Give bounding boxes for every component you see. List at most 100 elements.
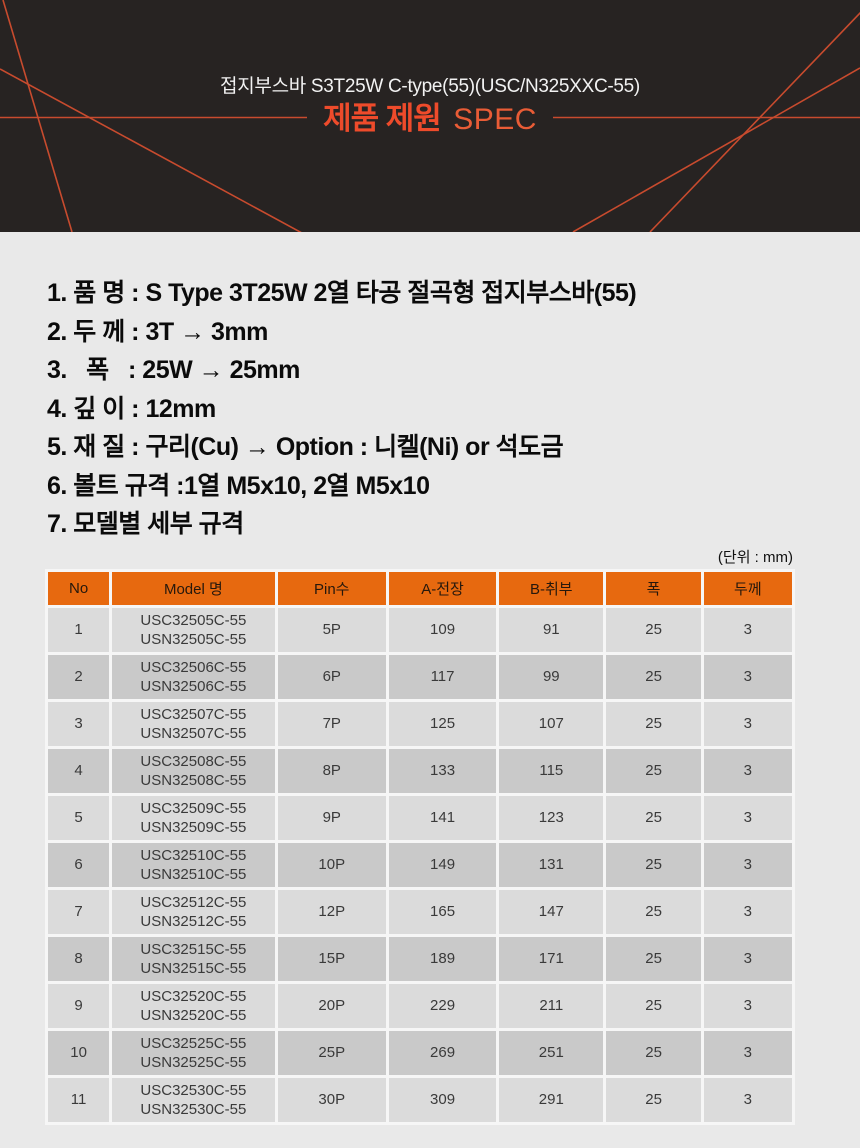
model-line-2: USN32525C-55: [140, 1053, 247, 1071]
section-title: 제품 제원 SPEC: [0, 99, 860, 145]
model-line-1: USC32510C-55: [140, 846, 247, 864]
cell-b: 99: [499, 654, 604, 699]
spec-item-bolt: 6. 볼트 규격 :1열 M5x10, 2열 M5x10: [47, 471, 430, 500]
cell-t: 3: [703, 936, 792, 981]
cell-t: 3: [703, 889, 792, 934]
cell-t: 3: [703, 748, 792, 793]
table-header-row: No Model 명 Pin수 A-전장 B-취부 폭 두께: [48, 571, 792, 605]
table-body: 1 USC32505C-55 USN32505C-55 5P 109 91 25…: [48, 607, 792, 1122]
col-header-pin: Pin수: [277, 571, 386, 605]
cell-b: 115: [499, 748, 604, 793]
product-title: 접지부스바 S3T25W C-type(55)(USC/N325XXC-55): [220, 76, 640, 97]
table-head: No Model 명 Pin수 A-전장 B-취부 폭 두께: [48, 571, 792, 605]
table-row: 11 USC32530C-55 USN32530C-55 30P 309 291…: [48, 1077, 792, 1122]
cell-pin: 20P: [277, 983, 386, 1028]
cell-no: 4: [48, 748, 110, 793]
col-header-t: 두께: [703, 571, 792, 605]
cell-a: 229: [388, 983, 497, 1028]
model-line-1: USC32530C-55: [140, 1081, 247, 1099]
section-title-inner: 제품 제원 SPEC: [307, 99, 553, 145]
section-title-korean: 제품 제원: [323, 101, 442, 136]
cell-pin: 7P: [277, 701, 386, 746]
spec-item-thickness: 2. 두 께 : 3T → 3mm: [47, 317, 268, 346]
model-line-1: USC32508C-55: [140, 752, 247, 770]
cell-pin: 12P: [277, 889, 386, 934]
hero-content: 접지부스바 S3T25W C-type(55)(USC/N325XXC-55) …: [0, 76, 860, 145]
cell-a: 117: [388, 654, 497, 699]
model-line-2: USN32515C-55: [140, 959, 247, 977]
cell-no: 9: [48, 983, 110, 1028]
cell-pin: 8P: [277, 748, 386, 793]
cell-w: 25: [606, 607, 701, 652]
table-row: 4 USC32508C-55 USN32508C-55 8P 133 115 2…: [48, 748, 792, 793]
model-line-2: USN32505C-55: [140, 630, 247, 648]
cell-a: 165: [388, 889, 497, 934]
cell-b: 131: [499, 842, 604, 887]
cell-t: 3: [703, 607, 792, 652]
model-line-1: USC32505C-55: [140, 611, 247, 629]
model-line-1: USC32507C-55: [140, 705, 247, 723]
cell-b: 171: [499, 936, 604, 981]
cell-pin: 9P: [277, 795, 386, 840]
cell-w: 25: [606, 748, 701, 793]
cell-model: USC32505C-55 USN32505C-55: [112, 607, 275, 652]
cell-pin: 6P: [277, 654, 386, 699]
cell-t: 3: [703, 701, 792, 746]
cell-t: 3: [703, 842, 792, 887]
cell-model: USC32515C-55 USN32515C-55: [112, 936, 275, 981]
cell-pin: 10P: [277, 842, 386, 887]
cell-b: 211: [499, 983, 604, 1028]
cell-a: 309: [388, 1077, 497, 1122]
cell-no: 11: [48, 1077, 110, 1122]
cell-w: 25: [606, 1077, 701, 1122]
col-header-model: Model 명: [112, 571, 275, 605]
model-line-1: USC32509C-55: [140, 799, 247, 817]
model-line-2: USN32508C-55: [140, 771, 247, 789]
cell-t: 3: [703, 795, 792, 840]
cell-model: USC32520C-55 USN32520C-55: [112, 983, 275, 1028]
cell-t: 3: [703, 1030, 792, 1075]
cell-no: 8: [48, 936, 110, 981]
model-line-2: USN32509C-55: [140, 818, 247, 836]
cell-w: 25: [606, 701, 701, 746]
cell-a: 189: [388, 936, 497, 981]
cell-b: 291: [499, 1077, 604, 1122]
table-row: 3 USC32507C-55 USN32507C-55 7P 125 107 2…: [48, 701, 792, 746]
cell-model: USC32525C-55 USN32525C-55: [112, 1030, 275, 1075]
unit-label: (단위 : mm): [717, 548, 793, 566]
col-header-no: No: [48, 571, 110, 605]
model-line-1: USC32506C-55: [140, 658, 247, 676]
model-line-2: USN32512C-55: [140, 912, 247, 930]
spec-item-name: 1. 품 명 : S Type 3T25W 2열 타공 절곡형 접지부스바(55…: [47, 279, 637, 307]
cell-model: USC32508C-55 USN32508C-55: [112, 748, 275, 793]
cell-pin: 5P: [277, 607, 386, 652]
table-row: 6 USC32510C-55 USN32510C-55 10P 149 131 …: [48, 842, 792, 887]
cell-model: USC32509C-55 USN32509C-55: [112, 795, 275, 840]
cell-b: 147: [499, 889, 604, 934]
cell-model: USC32506C-55 USN32506C-55: [112, 654, 275, 699]
model-line-1: USC32520C-55: [140, 987, 247, 1005]
table-row: 7 USC32512C-55 USN32512C-55 12P 165 147 …: [48, 889, 792, 934]
cell-a: 125: [388, 701, 497, 746]
cell-model: USC32530C-55 USN32530C-55: [112, 1077, 275, 1122]
model-line-2: USN32530C-55: [140, 1100, 247, 1118]
table-row: 1 USC32505C-55 USN32505C-55 5P 109 91 25…: [48, 607, 792, 652]
model-line-1: USC32512C-55: [140, 893, 247, 911]
col-header-b: B-취부: [499, 571, 604, 605]
table-row: 5 USC32509C-55 USN32509C-55 9P 141 123 2…: [48, 795, 792, 840]
cell-pin: 15P: [277, 936, 386, 981]
spec-item-material: 5. 재 질 : 구리(Cu) → Option : 니켈(Ni) or 석도금: [47, 433, 564, 461]
cell-model: USC32510C-55 USN32510C-55: [112, 842, 275, 887]
cell-a: 141: [388, 795, 497, 840]
cell-w: 25: [606, 795, 701, 840]
table-row: 9 USC32520C-55 USN32520C-55 20P 229 211 …: [48, 983, 792, 1028]
cell-t: 3: [703, 983, 792, 1028]
cell-no: 1: [48, 607, 110, 652]
cell-no: 2: [48, 654, 110, 699]
cell-no: 7: [48, 889, 110, 934]
cell-w: 25: [606, 889, 701, 934]
spec-list: 1. 품 명 : S Type 3T25W 2열 타공 절곡형 접지부스바(55…: [0, 232, 860, 544]
cell-model: USC32512C-55 USN32512C-55: [112, 889, 275, 934]
cell-a: 109: [388, 607, 497, 652]
cell-model: USC32507C-55 USN32507C-55: [112, 701, 275, 746]
